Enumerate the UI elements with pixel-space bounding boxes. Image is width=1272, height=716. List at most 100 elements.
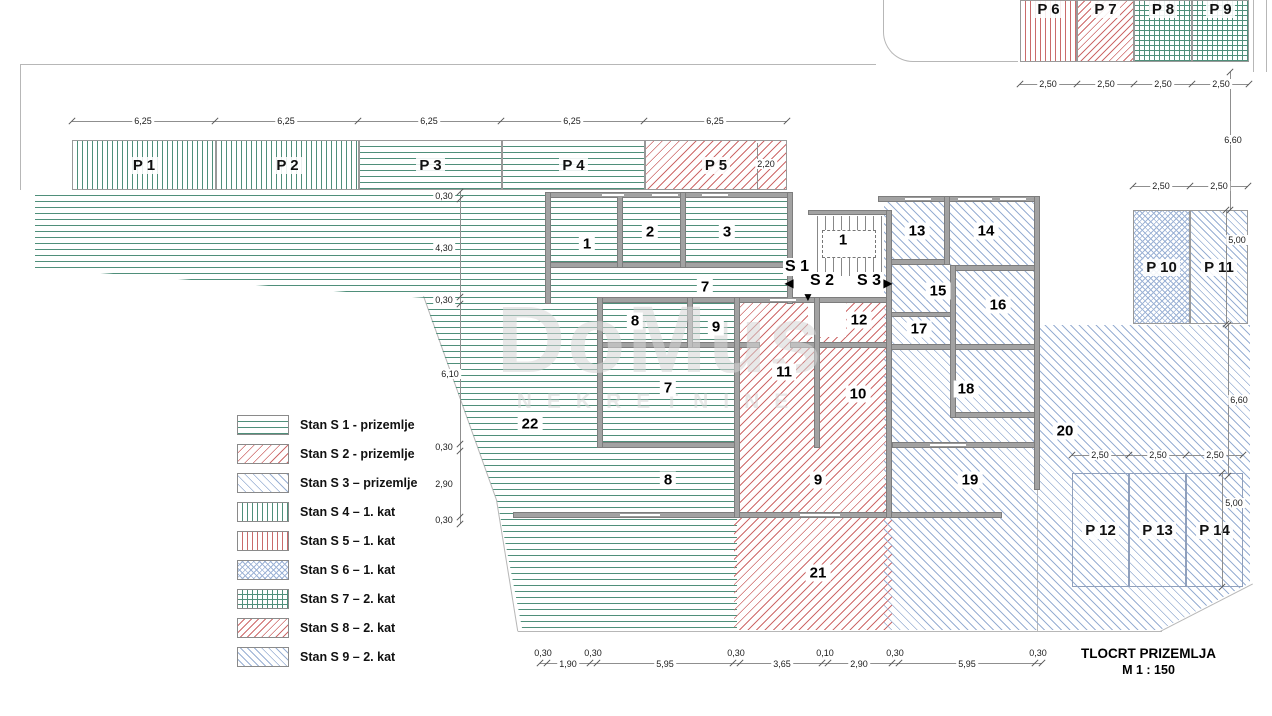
parking-label: P 5 xyxy=(701,156,731,174)
dimension-label: 2,50 xyxy=(1150,181,1172,191)
wall-segment xyxy=(513,512,1002,518)
wall-segment xyxy=(790,342,892,348)
wall-segment xyxy=(944,196,950,265)
parking-space: P 2 xyxy=(216,140,359,190)
plan-title: TLOCRT PRIZEMLJA xyxy=(1081,646,1216,661)
room-label: 13 xyxy=(904,222,930,240)
dimension-label: 2,90 xyxy=(433,479,455,489)
parking-space: P 9 xyxy=(1192,0,1249,62)
parking-label: P 1 xyxy=(129,156,159,174)
legend-swatch xyxy=(237,502,289,522)
parking-label: P 8 xyxy=(1148,1,1178,18)
dimension-tick xyxy=(456,520,464,528)
parking-space: P 1 xyxy=(72,140,216,190)
wall-segment xyxy=(950,412,1040,418)
wall-segment xyxy=(597,442,740,448)
wall-segment xyxy=(597,297,892,303)
dimension-label: 5,00 xyxy=(1226,235,1248,245)
legend-label: Stan S 3 – prizemlje xyxy=(300,476,418,490)
site-outline-line xyxy=(518,631,1162,632)
dimension-label: 0,30 xyxy=(433,295,455,305)
dimension-label: 0,30 xyxy=(433,191,455,201)
room-label: 18 xyxy=(953,380,979,398)
site-outline-line xyxy=(20,64,876,65)
wall-segment xyxy=(680,192,686,268)
dimension-label: 1,90 xyxy=(557,659,579,669)
room-label: 12 xyxy=(846,311,872,329)
dimension-label: 0,30 xyxy=(1027,648,1049,658)
wall-segment xyxy=(950,265,956,418)
wall-segment xyxy=(617,192,623,268)
room-label: 19 xyxy=(957,471,983,489)
room-label: 10 xyxy=(845,385,871,403)
legend-item: Stan S 3 – prizemlje xyxy=(237,473,417,493)
dimension-label: 2,50 xyxy=(1210,79,1232,89)
dimension-label: 6,25 xyxy=(275,116,297,126)
legend-swatch xyxy=(237,415,289,435)
room-label: 8 xyxy=(626,312,644,330)
room-label: 11 xyxy=(772,363,796,381)
dimension-line xyxy=(1222,473,1223,587)
room-label: 14 xyxy=(973,222,999,240)
legend-label: Stan S 1 - prizemlje xyxy=(300,418,415,432)
entrance-label: S 1 xyxy=(782,258,812,276)
wall-segment xyxy=(814,297,820,448)
entrance-arrow-icon: ◀ xyxy=(784,276,794,290)
entrance-label: S 2 xyxy=(807,272,837,290)
legend-swatch xyxy=(237,444,289,464)
window-gap xyxy=(800,513,840,517)
window-gap xyxy=(620,513,660,517)
wall-segment xyxy=(890,259,950,265)
parking-space: P 3 xyxy=(359,140,502,190)
legend-label: Stan S 6 – 1. kat xyxy=(300,563,396,577)
window-gap xyxy=(905,197,931,201)
parking-label: P 2 xyxy=(273,156,302,174)
parking-label: P 12 xyxy=(1082,521,1119,539)
room-label: 8 xyxy=(659,471,677,489)
dimension-label: 0,30 xyxy=(582,648,604,658)
parking-space: P 8 xyxy=(1134,0,1192,62)
dimension-line xyxy=(1226,210,1227,324)
room-label: 9 xyxy=(707,318,725,336)
room-label: 1 xyxy=(834,231,852,249)
legend-swatch xyxy=(237,647,289,667)
parking-label: P 10 xyxy=(1143,258,1180,276)
wall-segment xyxy=(1034,196,1040,490)
dimension-label: 6,25 xyxy=(561,116,583,126)
wall-segment xyxy=(545,192,551,304)
window-gap xyxy=(958,197,992,201)
dimension-label: 2,50 xyxy=(1089,450,1111,460)
entrance-label: S 3 xyxy=(854,272,884,290)
room-label: 22 xyxy=(517,415,543,433)
wall-segment xyxy=(950,265,1040,271)
site-outline-line xyxy=(20,64,21,190)
legend-item: Stan S 2 - prizemlje xyxy=(237,444,417,464)
window-gap xyxy=(602,193,624,197)
dimension-label: 6,25 xyxy=(418,116,440,126)
dimension-label: 2,20 xyxy=(755,159,777,169)
parking-label: P 3 xyxy=(416,156,445,174)
legend-label: Stan S 5 – 1. kat xyxy=(300,534,396,548)
parking-label: P 6 xyxy=(1034,1,1063,18)
parking-label: P 9 xyxy=(1206,1,1235,18)
wall-segment xyxy=(734,297,740,518)
parking-label: P 7 xyxy=(1091,1,1120,18)
legend-swatch xyxy=(237,473,289,493)
site-outline-line xyxy=(1266,0,1267,72)
legend-item: Stan S 9 – 2. kat xyxy=(237,647,417,667)
title-block: TLOCRT PRIZEMLJA M 1 : 150 xyxy=(1046,646,1251,677)
dimension-label: 6,60 xyxy=(1228,395,1250,405)
wall-segment xyxy=(808,210,890,215)
wall-segment xyxy=(545,262,793,268)
parking-space: P 7 xyxy=(1077,0,1134,62)
room-label: 1 xyxy=(578,235,596,253)
window-gap xyxy=(702,193,728,197)
dimension-label: 0,30 xyxy=(532,648,554,658)
parking-label: P 11 xyxy=(1201,258,1237,276)
room-label: 9 xyxy=(809,471,827,489)
dimension-label: 4,30 xyxy=(433,243,455,253)
wall-segment xyxy=(890,344,1040,350)
dimension-label: 2,50 xyxy=(1208,181,1230,191)
dimension-tick xyxy=(783,117,791,125)
legend-label: Stan S 9 – 2. kat xyxy=(300,650,396,664)
